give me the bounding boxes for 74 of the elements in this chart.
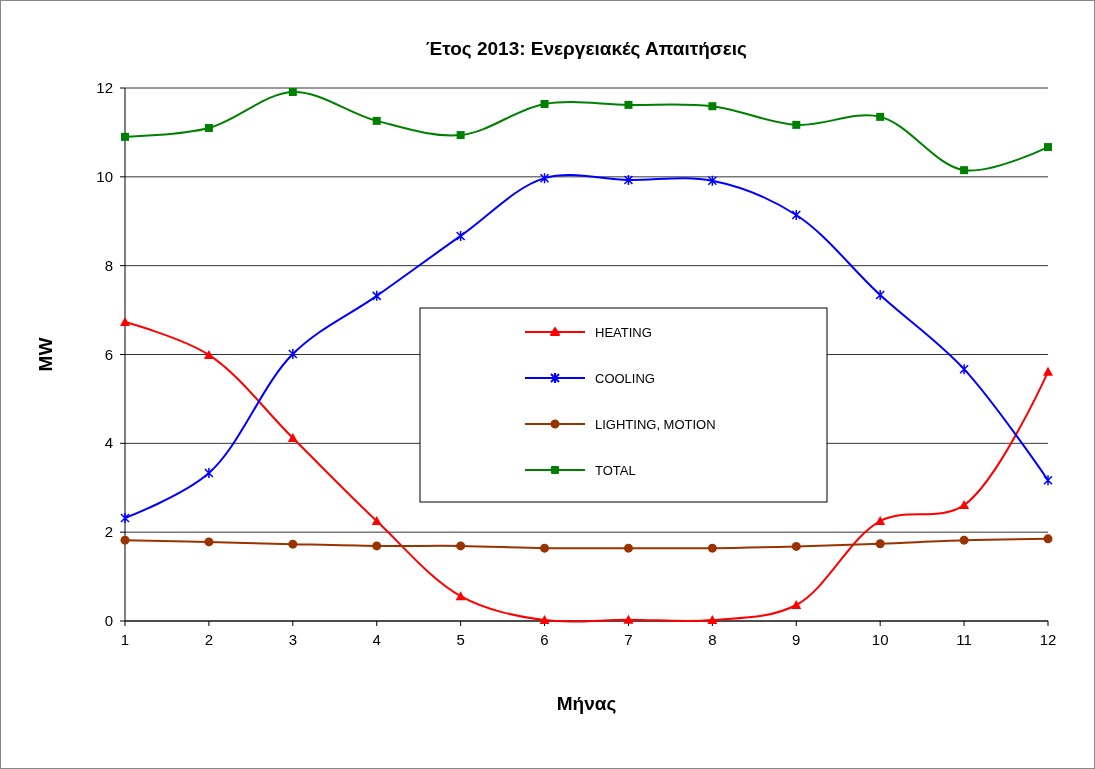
point	[791, 541, 801, 551]
point	[455, 591, 466, 601]
point	[1044, 143, 1052, 152]
point	[960, 166, 969, 175]
y-tick-label: 2	[104, 523, 113, 541]
point	[959, 500, 970, 510]
y-tick-label: 6	[104, 345, 113, 363]
point	[372, 116, 381, 125]
point	[456, 131, 465, 140]
point	[875, 539, 885, 549]
point	[120, 317, 130, 327]
legend-label: HEATING	[595, 325, 652, 340]
point	[1043, 474, 1053, 486]
point	[959, 535, 969, 545]
x-tick-label: 8	[708, 631, 717, 648]
x-axis-title: Μήνας	[556, 693, 617, 714]
point	[371, 516, 382, 526]
point	[540, 99, 549, 108]
point	[456, 541, 466, 551]
point	[623, 614, 634, 624]
legend-label: COOLING	[595, 371, 655, 386]
point	[876, 112, 885, 121]
x-tick-label: 4	[372, 631, 381, 648]
chart-title: Έτος 2013: Ενεργειακές Απαιτήσεις	[426, 38, 748, 59]
y-tick-label: 4	[104, 434, 113, 452]
point	[623, 174, 634, 186]
point	[1043, 534, 1053, 544]
point	[540, 543, 550, 553]
point	[1043, 366, 1053, 376]
x-tick-label: 1	[120, 631, 130, 648]
point	[120, 512, 130, 524]
point	[707, 543, 717, 553]
point	[288, 88, 297, 96]
point	[121, 132, 129, 141]
legend-label: LIGHTING, MOTION	[595, 417, 716, 432]
point	[708, 102, 717, 111]
y-tick-label: 8	[104, 256, 113, 274]
point	[288, 539, 298, 549]
y-axis-title: MW	[35, 337, 56, 372]
point	[455, 230, 466, 242]
point	[204, 537, 214, 547]
point	[875, 289, 885, 301]
y-tick-label: 0	[104, 612, 113, 629]
x-tick-label: 11	[956, 631, 972, 648]
point	[204, 123, 213, 132]
x-tick-label: 6	[540, 631, 549, 648]
point	[623, 543, 633, 553]
y-tick-label: 10	[96, 167, 113, 185]
point	[875, 516, 886, 526]
point	[120, 535, 130, 545]
point	[539, 172, 550, 184]
y-tick-label: 12	[96, 79, 113, 96]
x-tick-label: 2	[204, 631, 214, 648]
x-tick-label: 3	[288, 631, 297, 648]
point	[204, 467, 214, 479]
point	[624, 100, 633, 109]
point	[791, 209, 802, 221]
point	[287, 433, 298, 442]
point	[791, 600, 802, 610]
point	[539, 615, 550, 625]
point	[959, 363, 969, 375]
point	[707, 175, 718, 187]
x-tick-label: 5	[456, 631, 465, 648]
point	[288, 348, 298, 360]
point	[372, 541, 382, 551]
point	[371, 290, 382, 302]
point	[792, 120, 801, 129]
x-tick-label: 10	[871, 631, 889, 648]
legend-label: TOTAL	[595, 463, 636, 478]
point	[203, 349, 214, 359]
x-tick-label: 9	[792, 631, 801, 648]
x-tick-label: 12	[1039, 631, 1057, 648]
x-tick-label: 7	[624, 631, 633, 648]
point	[707, 615, 718, 625]
